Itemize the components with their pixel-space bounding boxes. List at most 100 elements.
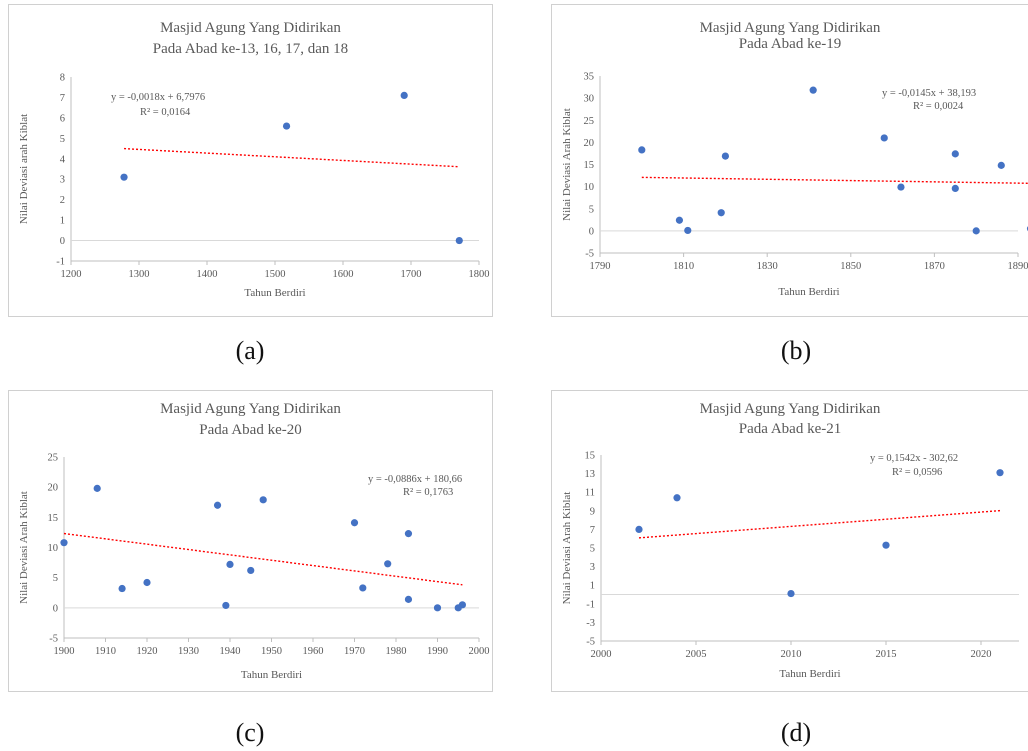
caption-d: (d) [780, 718, 812, 747]
x-axis-label: Tahun Berdiri [241, 669, 302, 681]
y-tick-label: 1 [60, 216, 65, 227]
x-tick-label: 1940 [220, 646, 241, 657]
x-tick-label: 1990 [427, 646, 448, 657]
chart-panel-d: Masjid Agung Yang Didirikan Pada Abad ke-… [551, 390, 1028, 692]
data-point [259, 496, 267, 504]
x-tick-label: 1970 [344, 646, 365, 657]
data-point [404, 530, 413, 538]
trend-equation: y = -0,0886x + 180,66 [368, 474, 462, 485]
chart-title-line-2: Pada Abad ke-21 [739, 421, 841, 437]
y-tick-label: 10 [48, 543, 59, 554]
x-tick-label: 1870 [924, 261, 945, 272]
y-axis-label: Nilai Deviasi Arah Kiblat [561, 108, 573, 221]
y-tick-label: 25 [584, 116, 595, 127]
caption-a: (a) [235, 336, 265, 365]
data-point [60, 539, 68, 547]
y-tick-label: 5 [53, 573, 58, 584]
y-tick-label: -1 [586, 599, 595, 610]
y-tick-label: 13 [585, 469, 596, 480]
y-tick-label: 4 [60, 154, 66, 165]
trendline [641, 176, 1028, 184]
data-point [880, 134, 888, 142]
x-tick-label: 1900 [54, 646, 75, 657]
trend-equation: y = -0,0018x + 6,7976 [111, 92, 205, 103]
x-tick-label: 1830 [757, 261, 778, 272]
x-tick-label: 1920 [137, 646, 158, 657]
trendline [638, 509, 1001, 539]
data-point [282, 122, 291, 130]
x-tick-label: 1890 [1008, 261, 1028, 272]
data-point [809, 86, 817, 94]
y-tick-label: -5 [49, 634, 58, 645]
data-point [717, 209, 725, 217]
y-tick-label: 5 [589, 204, 594, 215]
data-point [350, 519, 359, 527]
data-point [143, 578, 151, 587]
x-tick-label: 1850 [840, 261, 861, 272]
data-point [400, 91, 408, 99]
chart-title-line-1: Masjid Agung Yang Didirikan [160, 20, 341, 36]
y-tick-label: 3 [60, 175, 65, 186]
chart-title-line-2: Pada Abad ke-19 [739, 36, 841, 52]
trend-equation: y = 0,1542x - 302,62 [870, 453, 958, 464]
x-tick-label: 1930 [178, 646, 199, 657]
y-tick-label: 25 [48, 453, 59, 464]
x-axis-label: Tahun Berdiri [778, 286, 839, 298]
y-tick-label: 11 [585, 488, 595, 499]
y-tick-label: 5 [60, 134, 65, 145]
y-tick-label: 6 [60, 113, 65, 124]
x-tick-label: 2005 [686, 649, 707, 660]
data-point [684, 226, 692, 235]
caption-c: (c) [235, 718, 265, 747]
x-tick-label: 1700 [401, 269, 422, 280]
scatter-chart-d: Masjid Agung Yang Didirikan Pada Abad ke-… [561, 401, 1019, 680]
data-point [404, 595, 413, 603]
x-tick-label: 1810 [673, 261, 694, 272]
x-axis-label: Tahun Berdiri [779, 668, 840, 680]
y-tick-label: 10 [584, 182, 595, 193]
x-tick-label: 2015 [876, 649, 897, 660]
data-point [635, 525, 643, 533]
data-point [996, 469, 1004, 477]
y-tick-label: 35 [584, 72, 595, 83]
x-tick-label: 1800 [469, 269, 490, 280]
trend-equation: y = -0,0145x + 38,193 [882, 88, 976, 99]
y-axis-label: Nilai Deviasi Arah Kiblat [561, 492, 573, 605]
data-point [673, 494, 681, 502]
chart-panel-b: Masjid Agung Yang Didirikan Pada Abad ke-… [551, 4, 1028, 317]
y-tick-label: -3 [586, 618, 595, 629]
x-tick-label: 2020 [971, 649, 992, 660]
y-tick-label: 3 [590, 562, 595, 573]
y-tick-label: 7 [60, 93, 65, 104]
data-point [951, 150, 959, 158]
trend-r-squared: R² = 0,1763 [403, 487, 453, 498]
data-point [787, 589, 795, 598]
data-point [384, 560, 392, 568]
data-point [882, 541, 890, 549]
chart-panel-c: Masjid Agung Yang Didirikan Pada Abad ke-… [8, 390, 493, 692]
data-point [972, 227, 980, 235]
y-tick-label: 0 [589, 226, 594, 237]
x-axis-label: Tahun Berdiri [244, 287, 305, 299]
x-tick-label: 2000 [469, 646, 490, 657]
data-point [721, 152, 729, 160]
y-tick-label: -5 [585, 249, 594, 260]
y-tick-label: 20 [584, 138, 595, 149]
y-tick-label: 5 [590, 544, 595, 555]
data-point [675, 216, 684, 224]
chart-title-line-1: Masjid Agung Yang Didirikan [700, 401, 881, 417]
scatter-chart-a: Masjid Agung Yang Didirikan Pada Abad ke-… [18, 20, 490, 299]
caption-b: (b) [780, 336, 812, 365]
y-axis-label: Nilai Deviasi arah Kiblat [18, 114, 30, 224]
y-tick-label: 7 [590, 525, 595, 536]
y-tick-label: 0 [60, 236, 65, 247]
data-point [433, 604, 442, 612]
x-tick-label: 1960 [303, 646, 324, 657]
y-tick-label: 30 [584, 94, 595, 105]
y-tick-label: 15 [584, 160, 595, 171]
x-tick-label: 1600 [333, 269, 354, 280]
x-tick-label: 1980 [386, 646, 407, 657]
chart-title-line-1: Masjid Agung Yang Didirikan [160, 401, 341, 417]
x-tick-label: 1910 [95, 646, 116, 657]
